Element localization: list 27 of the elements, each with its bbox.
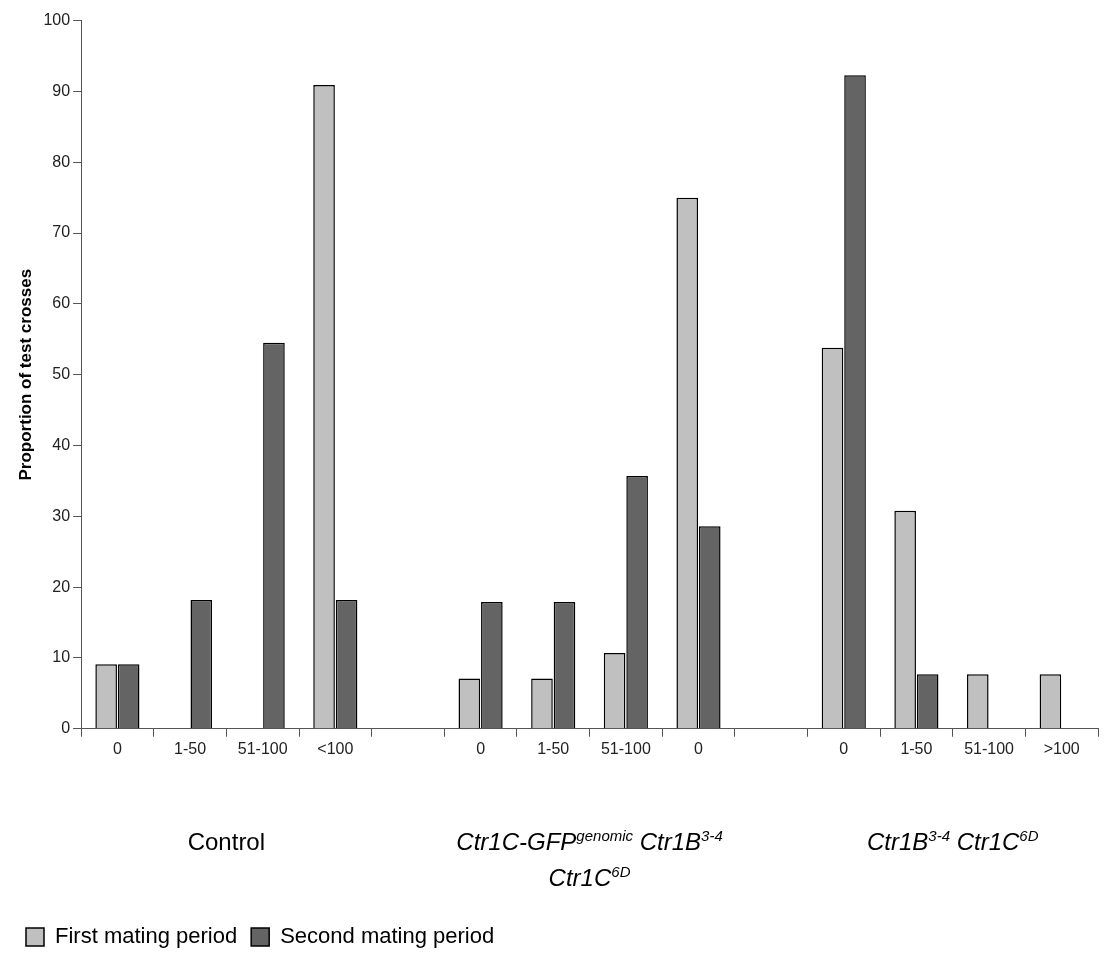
x-tick-label: <100 bbox=[317, 739, 354, 757]
y-tick-label: 0 bbox=[61, 719, 71, 737]
y-tick-label: 40 bbox=[52, 435, 71, 453]
x-tick-label: 51-100 bbox=[237, 739, 288, 757]
x-tick-label: 0 bbox=[476, 739, 486, 757]
x-tick-label: 0 bbox=[839, 739, 849, 757]
legend-label: Second mating period bbox=[280, 923, 495, 949]
x-tick-label: 1-50 bbox=[537, 739, 570, 757]
x-tick-label: 51-100 bbox=[600, 739, 651, 757]
y-tick-label: 30 bbox=[52, 506, 71, 524]
y-tick-label: 20 bbox=[52, 577, 71, 595]
x-tick-label: 51-100 bbox=[964, 739, 1015, 757]
y-tick-label: 70 bbox=[52, 223, 71, 241]
y-tick-label: 60 bbox=[52, 294, 71, 312]
y-tick-label: 100 bbox=[43, 11, 71, 29]
x-tick-label: 0 bbox=[694, 739, 704, 757]
y-tick-label: 50 bbox=[52, 365, 71, 383]
x-tick-label: 1-50 bbox=[900, 739, 933, 757]
y-tick-label: 90 bbox=[52, 81, 71, 99]
legend-label: First mating period bbox=[55, 923, 238, 949]
y-axis-title: Proportion of test crosses bbox=[15, 268, 35, 481]
x-tick-label: 0 bbox=[112, 739, 122, 757]
y-tick-label: 10 bbox=[52, 648, 71, 666]
y-tick-label: 80 bbox=[52, 152, 71, 170]
text: Control bbox=[187, 828, 266, 855]
x-tick-label: 1-50 bbox=[174, 739, 207, 757]
x-tick-label: >100 bbox=[1043, 739, 1080, 757]
